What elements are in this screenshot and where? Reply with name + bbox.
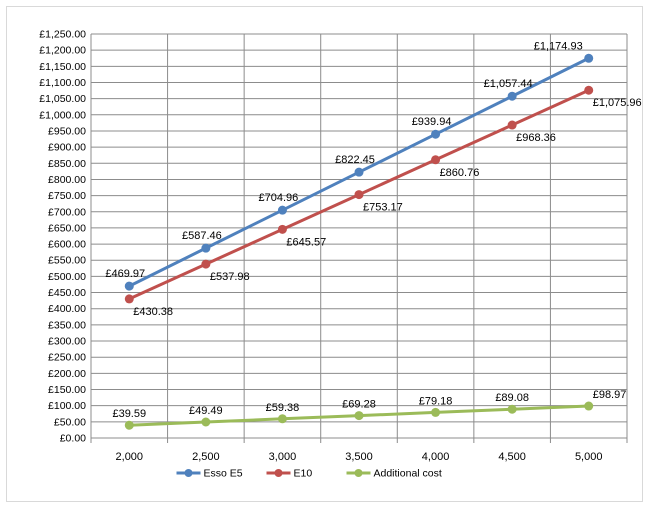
legend: Esso E5 E10 Additional cost bbox=[176, 468, 442, 480]
data-label-additional-cost: £49.49 bbox=[189, 405, 223, 417]
series-layer bbox=[124, 53, 594, 430]
data-point-e10 bbox=[277, 224, 287, 234]
y-tick-label: £150.00 bbox=[48, 384, 86, 396]
legend-swatch-marker bbox=[184, 469, 193, 477]
y-tick-label: £50.00 bbox=[54, 416, 86, 428]
data-point-esso-e5 bbox=[354, 167, 364, 177]
legend-swatch-marker bbox=[354, 469, 363, 477]
y-tick-label: £400.00 bbox=[48, 303, 86, 315]
data-label-esso-e5: £1,057.44 bbox=[484, 78, 533, 90]
data-label-additional-cost: £79.18 bbox=[419, 395, 453, 407]
y-tick-label: £250.00 bbox=[48, 352, 86, 364]
x-tick-label: 4,000 bbox=[422, 451, 450, 463]
x-tick-label: 3,000 bbox=[269, 451, 297, 463]
grid bbox=[90, 33, 628, 439]
chart-frame: £0.00 £50.00 £100.00 £150.00 £200.00 £250.00 £… bbox=[6, 6, 643, 502]
legend-label: Esso E5 bbox=[204, 468, 243, 480]
y-tick-label: £550.00 bbox=[48, 255, 86, 267]
data-point-esso-e5 bbox=[124, 281, 134, 291]
data-label-esso-e5: £822.45 bbox=[335, 154, 375, 166]
y-tick-label: £300.00 bbox=[48, 336, 86, 348]
y-tick-label: £1,250.00 bbox=[39, 29, 86, 41]
legend-label: Additional cost bbox=[374, 468, 442, 480]
data-label-e10: £430.38 bbox=[133, 306, 173, 318]
y-tick-label: £750.00 bbox=[48, 190, 86, 202]
data-label-esso-e5: £1,174.93 bbox=[534, 40, 583, 52]
y-tick-label: £950.00 bbox=[48, 125, 86, 137]
data-point-e10 bbox=[431, 155, 441, 165]
data-point-esso-e5 bbox=[584, 53, 594, 63]
data-point-additional-cost bbox=[201, 417, 211, 427]
legend-item-esso-e5: Esso E5 bbox=[176, 468, 243, 480]
data-label-additional-cost: £98.97 bbox=[593, 389, 627, 401]
y-tick-label: £850.00 bbox=[48, 158, 86, 170]
data-point-additional-cost bbox=[277, 414, 287, 424]
data-point-esso-e5 bbox=[507, 91, 517, 101]
data-label-esso-e5: £469.97 bbox=[105, 268, 145, 280]
x-tick-label: 4,500 bbox=[498, 451, 526, 463]
x-tick-label: 2,500 bbox=[192, 451, 220, 463]
y-tick-label: £600.00 bbox=[48, 239, 86, 251]
legend-item-additional-cost: Additional cost bbox=[346, 468, 442, 480]
data-point-e10 bbox=[507, 120, 517, 130]
axes: £0.00 £50.00 £100.00 £150.00 £200.00 £250.00 £… bbox=[39, 29, 628, 463]
data-point-additional-cost bbox=[584, 401, 594, 411]
legend-item-e10: E10 bbox=[266, 468, 313, 480]
data-label-e10: £1,075.96 bbox=[593, 97, 642, 109]
line-chart: £0.00 £50.00 £100.00 £150.00 £200.00 £250.00 £… bbox=[39, 29, 641, 480]
data-label-e10: £645.57 bbox=[286, 236, 326, 248]
y-tick-label: £200.00 bbox=[48, 368, 86, 380]
data-label-esso-e5: £587.46 bbox=[182, 230, 222, 242]
y-tick-label: £100.00 bbox=[48, 400, 86, 412]
y-tick-label: £650.00 bbox=[48, 222, 86, 234]
legend-swatch-marker bbox=[274, 469, 283, 477]
data-point-additional-cost bbox=[124, 420, 134, 430]
legend-label: E10 bbox=[294, 468, 313, 480]
y-tick-label: £900.00 bbox=[48, 142, 86, 154]
data-point-e10 bbox=[201, 259, 211, 269]
data-point-esso-e5 bbox=[277, 205, 287, 215]
data-label-esso-e5: £939.94 bbox=[412, 116, 452, 128]
y-tick-label: £1,050.00 bbox=[39, 93, 86, 105]
data-label-esso-e5: £704.96 bbox=[259, 192, 299, 204]
y-tick-label: £1,000.00 bbox=[39, 109, 86, 121]
x-tick-label: 2,000 bbox=[116, 451, 144, 463]
data-labels: £469.97 £587.46 £704.96 £822.45 £939.94 £1,05… bbox=[105, 40, 641, 420]
data-point-esso-e5 bbox=[431, 129, 441, 139]
data-label-e10: £860.76 bbox=[440, 167, 480, 179]
data-label-additional-cost: £39.59 bbox=[112, 408, 146, 420]
data-point-esso-e5 bbox=[201, 243, 211, 253]
data-label-e10: £753.17 bbox=[363, 202, 403, 214]
y-tick-label: £500.00 bbox=[48, 271, 86, 283]
x-tick-label: 5,000 bbox=[575, 451, 603, 463]
data-point-additional-cost bbox=[507, 404, 517, 414]
y-tick-label: £1,100.00 bbox=[39, 77, 86, 89]
data-label-additional-cost: £69.28 bbox=[342, 399, 376, 411]
y-tick-label: £350.00 bbox=[48, 319, 86, 331]
y-tick-label: £1,200.00 bbox=[39, 45, 86, 57]
data-point-e10 bbox=[584, 85, 594, 95]
y-tick-label: £0.00 bbox=[60, 433, 86, 445]
x-tick-label: 3,500 bbox=[345, 451, 373, 463]
data-point-additional-cost bbox=[431, 407, 441, 417]
data-label-additional-cost: £59.38 bbox=[266, 402, 300, 414]
data-label-e10: £968.36 bbox=[516, 132, 556, 144]
data-point-e10 bbox=[124, 294, 134, 304]
data-point-e10 bbox=[354, 190, 364, 200]
y-tick-label: £800.00 bbox=[48, 174, 86, 186]
data-label-additional-cost: £89.08 bbox=[495, 392, 529, 404]
data-label-e10: £537.98 bbox=[210, 271, 250, 283]
y-tick-label: £1,150.00 bbox=[39, 61, 86, 73]
y-tick-label: £450.00 bbox=[48, 287, 86, 299]
data-point-additional-cost bbox=[354, 411, 364, 421]
y-tick-label: £700.00 bbox=[48, 206, 86, 218]
